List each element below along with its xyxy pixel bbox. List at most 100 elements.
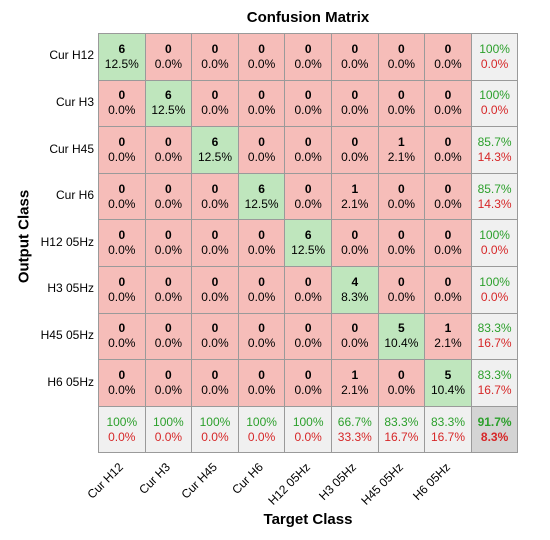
cell-percent: 0.0%	[294, 196, 322, 211]
column-accuracy: 66.7%	[337, 414, 372, 429]
cell-count: 1	[351, 181, 359, 196]
cell-percent: 0.0%	[341, 336, 369, 351]
cell-count: 0	[258, 41, 265, 56]
matrix-cell: 0 0.0%	[144, 312, 193, 361]
matrix-cell: 0 0.0%	[237, 33, 286, 81]
cell-percent: 0.0%	[434, 289, 462, 304]
cell-percent: 0.0%	[201, 382, 229, 397]
matrix-cell: 0 0.0%	[144, 359, 193, 407]
cell-percent: 12.5%	[151, 103, 186, 118]
matrix-cell: 0 0.0%	[377, 172, 426, 221]
cell-count: 0	[444, 228, 452, 243]
cell-count: 0	[398, 228, 405, 243]
matrix-cell: 0 0.0%	[191, 312, 239, 361]
cell-percent: 0.0%	[434, 196, 462, 211]
column-error: 33.3%	[337, 429, 372, 444]
cell-count: 0	[258, 367, 265, 382]
cell-count: 0	[444, 88, 452, 103]
y-tick-label: H45 05Hz	[40, 327, 94, 342]
cell-percent: 0.0%	[294, 382, 322, 397]
row-accuracy: 100%	[479, 88, 510, 103]
cell-count: 0	[304, 367, 312, 382]
cell-percent: 8.3%	[341, 289, 369, 304]
matrix-cell: 0 0.0%	[144, 126, 193, 174]
cell-percent: 0.0%	[154, 196, 183, 211]
row-accuracy: 100%	[479, 228, 510, 243]
cell-percent: 12.5%	[244, 196, 279, 211]
cell-count: 0	[211, 41, 219, 56]
cell-count: 0	[165, 367, 172, 382]
matrix-cell: 0 0.0%	[377, 359, 426, 407]
cell-count: 0	[165, 41, 172, 56]
row-accuracy: 100%	[479, 274, 510, 289]
x-axis-label: Target Class	[263, 511, 353, 528]
cell-count: 0	[351, 228, 359, 243]
cell-count: 0	[444, 41, 452, 56]
cell-count: 0	[211, 367, 219, 382]
matrix-cell: 0 0.0%	[237, 266, 286, 314]
y-tick-label: H3 05Hz	[47, 281, 94, 296]
matrix-cell: 0 0.0%	[284, 312, 332, 361]
cell-percent: 0.0%	[294, 56, 322, 71]
cell-count: 0	[351, 134, 359, 149]
y-tick-label: Cur H45	[49, 141, 94, 156]
cell-percent: 0.0%	[201, 243, 229, 258]
cell-percent: 0.0%	[201, 336, 229, 351]
matrix-cell: 0 0.0%	[237, 359, 286, 407]
matrix-cell: 0 0.0%	[284, 359, 332, 407]
cell-percent: 0.0%	[294, 289, 322, 304]
y-tick-label: Cur H3	[55, 94, 94, 109]
cell-percent: 0.0%	[154, 336, 183, 351]
cell-count: 0	[351, 41, 359, 56]
cell-count: 0	[304, 134, 312, 149]
cell-percent: 0.0%	[108, 336, 136, 351]
column-summary-cell: 66.7% 33.3%	[331, 405, 379, 454]
matrix-cell: 0 0.0%	[144, 219, 193, 267]
matrix-cell: 0 0.0%	[377, 79, 426, 128]
cell-count: 5	[444, 367, 452, 382]
cell-percent: 2.1%	[341, 196, 369, 211]
cell-percent: 0.0%	[247, 289, 276, 304]
matrix-cell: 0 0.0%	[424, 126, 472, 174]
matrix-cell: 1 2.1%	[331, 172, 379, 221]
cell-count: 0	[211, 181, 219, 196]
column-accuracy: 100%	[292, 414, 324, 429]
row-error: 14.3%	[477, 196, 512, 211]
cell-percent: 0.0%	[247, 336, 276, 351]
column-summary-cell: 100% 0.0%	[144, 405, 193, 454]
matrix-cell: 0 0.0%	[98, 172, 146, 221]
cell-count: 0	[258, 88, 265, 103]
row-summary-cell: 100% 0.0%	[470, 266, 519, 314]
row-error: 0.0%	[480, 103, 509, 118]
matrix-cell: 1 2.1%	[377, 126, 426, 174]
matrix-cell: 0 0.0%	[377, 33, 426, 81]
cell-count: 0	[398, 88, 405, 103]
matrix-cell: 0 0.0%	[191, 266, 239, 314]
cell-count: 1	[398, 134, 405, 149]
cell-count: 0	[351, 321, 359, 336]
cell-percent: 0.0%	[434, 149, 462, 164]
column-error: 16.7%	[384, 429, 419, 444]
y-tick-label: H12 05Hz	[40, 234, 94, 249]
cell-count: 0	[118, 321, 126, 336]
cell-count: 0	[165, 274, 172, 289]
row-error: 14.3%	[477, 149, 512, 164]
matrix-cell: 5 10.4%	[424, 359, 472, 407]
column-error: 0.0%	[247, 429, 276, 444]
cell-count: 0	[165, 228, 172, 243]
matrix-cell: 0 0.0%	[98, 126, 146, 174]
cell-count: 0	[444, 274, 452, 289]
cell-count: 0	[398, 41, 405, 56]
matrix-cell: 0 0.0%	[284, 79, 332, 128]
cell-percent: 0.0%	[387, 382, 416, 397]
cell-count: 4	[351, 274, 359, 289]
cell-percent: 0.0%	[247, 103, 276, 118]
cell-percent: 0.0%	[247, 56, 276, 71]
cell-count: 5	[398, 321, 405, 336]
column-summary-cell: 83.3% 16.7%	[424, 405, 472, 454]
cell-percent: 0.0%	[201, 56, 229, 71]
cell-percent: 0.0%	[294, 103, 322, 118]
cell-percent: 0.0%	[294, 336, 322, 351]
matrix-cell: 0 0.0%	[98, 79, 146, 128]
